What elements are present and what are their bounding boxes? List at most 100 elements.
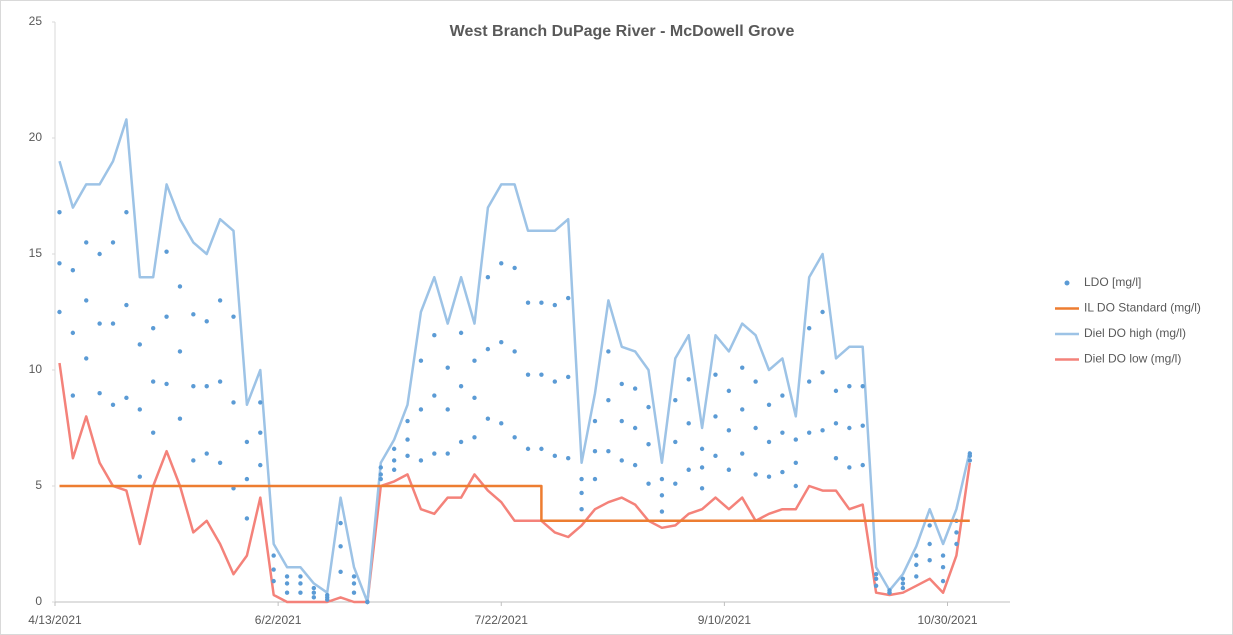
data-point (499, 339, 504, 345)
data-point (70, 268, 76, 273)
chart-title: West Branch DuPage River - McDowell Grov… (450, 23, 795, 40)
data-point (552, 379, 558, 384)
data-point (84, 298, 89, 303)
data-point (84, 356, 89, 361)
data-point (539, 372, 544, 377)
data-point (539, 300, 544, 305)
data-point (539, 446, 544, 452)
data-point (338, 544, 343, 549)
data-point (780, 430, 785, 435)
data-point (833, 455, 839, 461)
data-point (164, 381, 169, 387)
series-line (58, 118, 972, 604)
data-point (967, 458, 973, 463)
data-point (686, 421, 691, 426)
data-point (914, 574, 919, 579)
data-point (485, 346, 491, 352)
data-point (164, 249, 169, 254)
ldo-points (57, 210, 973, 605)
data-point (673, 397, 678, 403)
x-tick-label: 10/30/2021 (917, 613, 977, 627)
data-point (793, 460, 798, 465)
data-point (579, 476, 584, 482)
data-point (659, 493, 665, 498)
data-point (967, 451, 973, 456)
data-point (244, 476, 250, 482)
data-point (873, 576, 879, 581)
data-point (927, 523, 932, 528)
data-point (204, 451, 209, 456)
data-point (940, 553, 946, 558)
data-point (445, 365, 450, 370)
data-point (311, 595, 317, 600)
data-point (472, 358, 477, 363)
data-point (940, 578, 946, 584)
data-point (847, 465, 852, 470)
data-point (231, 314, 236, 319)
data-point (873, 583, 879, 588)
data-point (686, 377, 691, 382)
data-point (137, 407, 142, 412)
series-line (59, 484, 970, 523)
data-point (820, 370, 825, 375)
data-point (592, 476, 598, 482)
data-point (833, 421, 839, 426)
data-point (258, 430, 263, 435)
data-point (900, 581, 906, 586)
data-point (793, 483, 798, 489)
data-point (592, 418, 598, 424)
data-point (954, 530, 959, 535)
y-tick-label: 20 (29, 130, 43, 144)
data-point (97, 251, 102, 257)
data-point (713, 372, 718, 377)
data-point (954, 541, 959, 547)
data-point (766, 439, 772, 445)
data-point (204, 384, 209, 389)
data-point (659, 476, 665, 482)
data-point (150, 379, 156, 384)
data-point (351, 581, 357, 586)
data-point (204, 319, 209, 324)
data-point (619, 381, 624, 387)
data-point (820, 309, 825, 315)
data-point (726, 388, 732, 394)
data-point (258, 400, 263, 405)
data-point (673, 439, 678, 445)
data-point (70, 330, 76, 336)
data-point (940, 565, 946, 570)
data-point (873, 571, 879, 577)
data-point (632, 462, 638, 468)
data-point (780, 469, 785, 475)
data-point (124, 302, 129, 308)
data-point (632, 386, 638, 391)
data-point (673, 481, 678, 486)
data-point (445, 451, 450, 456)
data-point (150, 326, 156, 331)
data-point (860, 384, 865, 389)
data-point (793, 437, 798, 442)
data-point (445, 407, 450, 412)
data-point (258, 462, 263, 468)
data-point (378, 472, 383, 477)
data-point (860, 423, 865, 428)
data-point (753, 379, 758, 384)
data-point (311, 585, 317, 591)
data-point (914, 562, 919, 568)
data-point (806, 326, 812, 331)
data-point (686, 467, 691, 472)
data-point (271, 567, 276, 572)
data-point (847, 384, 852, 389)
data-point (914, 553, 919, 558)
data-point (110, 402, 116, 407)
y-tick-label: 25 (29, 14, 43, 28)
data-point (566, 295, 571, 301)
data-point (231, 400, 236, 405)
data-point (97, 321, 102, 326)
data-point (726, 428, 732, 433)
data-point (271, 553, 276, 558)
data-point (579, 490, 584, 496)
data-point (900, 585, 906, 591)
x-tick-label: 4/13/2021 (28, 613, 82, 627)
data-point (432, 393, 437, 398)
